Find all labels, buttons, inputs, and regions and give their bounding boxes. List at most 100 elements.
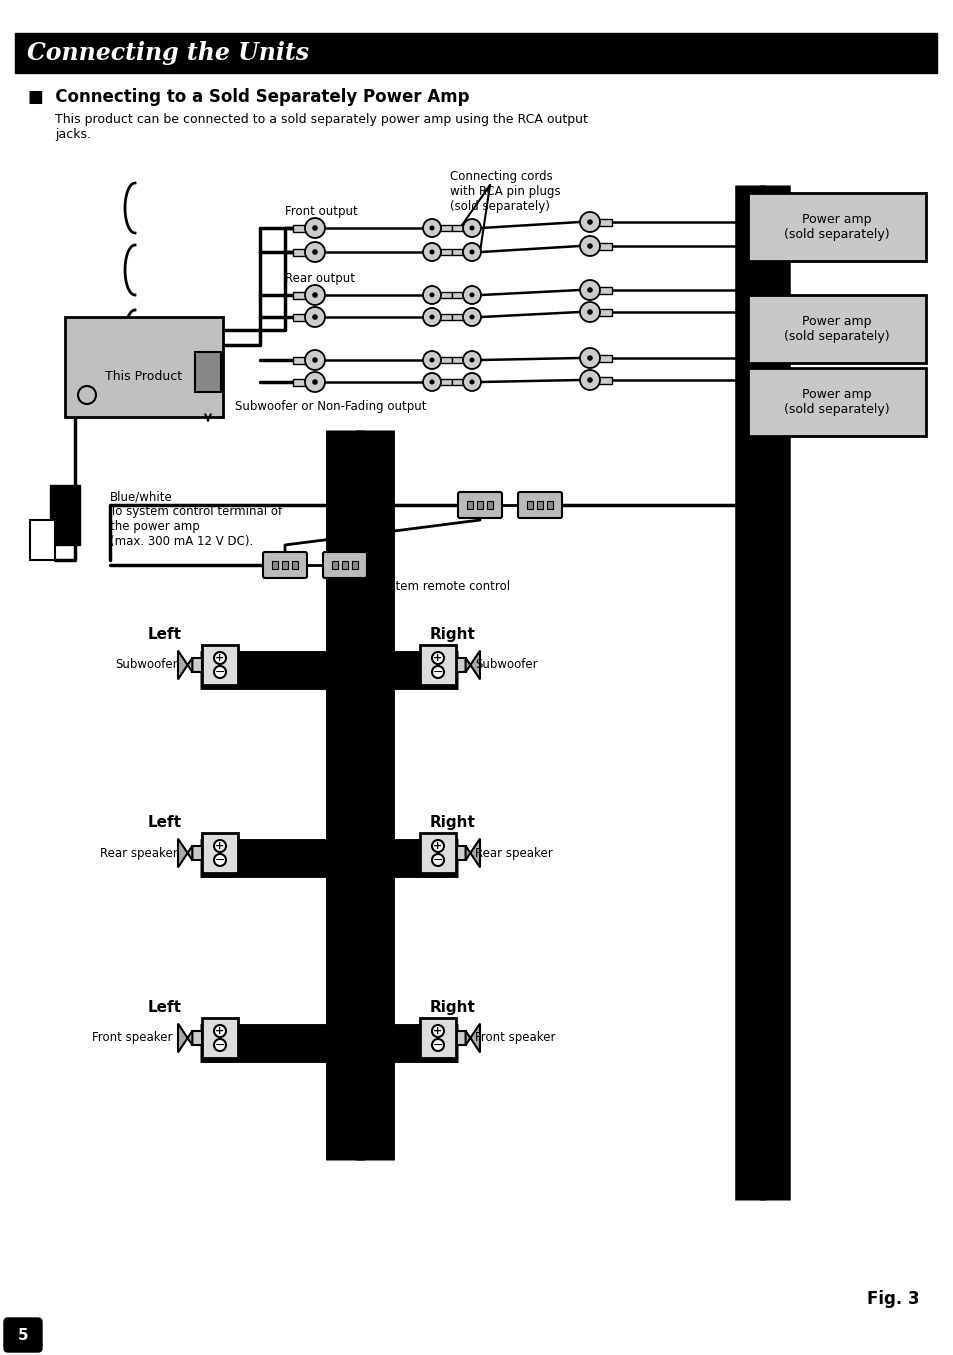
Polygon shape (178, 650, 193, 679)
Text: This product can be connected to a sold separately power amp using the RCA outpu: This product can be connected to a sold … (55, 112, 587, 141)
Circle shape (579, 280, 599, 299)
Polygon shape (465, 650, 479, 679)
Circle shape (429, 293, 434, 298)
FancyBboxPatch shape (323, 551, 367, 579)
Circle shape (305, 243, 325, 262)
Text: Fig. 3: Fig. 3 (866, 1290, 919, 1308)
Text: Power amp
(sold separately): Power amp (sold separately) (783, 213, 889, 241)
Circle shape (213, 1024, 226, 1037)
Circle shape (469, 249, 474, 255)
Bar (537, 501, 542, 509)
Text: Subwoofer: Subwoofer (475, 659, 537, 672)
Bar (597, 377, 612, 383)
Bar (597, 309, 612, 316)
Bar (452, 249, 465, 255)
Bar (437, 249, 452, 255)
Text: −: − (214, 1038, 225, 1051)
Bar (194, 352, 221, 392)
Bar (419, 833, 456, 873)
Bar (437, 314, 452, 320)
Circle shape (429, 225, 434, 230)
Polygon shape (465, 839, 479, 867)
Text: +: + (433, 841, 442, 851)
Text: Right: Right (430, 1000, 476, 1015)
Text: Left: Left (148, 627, 182, 642)
Text: +: + (215, 653, 224, 663)
Text: Blue/white
To system control terminal of
the power amp
(max. 300 mA 12 V DC).: Blue/white To system control terminal of… (110, 491, 282, 547)
Bar (456, 657, 465, 672)
Bar (293, 378, 308, 386)
Circle shape (462, 308, 480, 327)
FancyBboxPatch shape (457, 492, 501, 518)
Bar (476, 501, 482, 509)
Circle shape (213, 667, 226, 678)
Circle shape (579, 370, 599, 390)
Bar (437, 225, 452, 232)
Text: Right: Right (430, 627, 476, 642)
Bar (15, 33, 936, 73)
Text: System remote control: System remote control (375, 580, 510, 593)
Circle shape (213, 854, 226, 866)
Text: Rear speaker: Rear speaker (100, 847, 177, 859)
Circle shape (213, 1039, 226, 1051)
Bar (293, 248, 308, 256)
Circle shape (429, 379, 434, 385)
Text: Left: Left (148, 814, 182, 831)
Bar (332, 561, 337, 569)
Bar (747, 369, 925, 436)
Text: −: − (433, 665, 443, 679)
Bar (341, 561, 348, 569)
Circle shape (579, 236, 599, 256)
Text: +: + (215, 1026, 224, 1037)
Circle shape (305, 373, 325, 392)
Text: Subwoofer or Non-Fading output: Subwoofer or Non-Fading output (234, 400, 426, 413)
Bar (452, 356, 465, 363)
Circle shape (462, 351, 480, 369)
Text: −: − (433, 854, 443, 866)
Circle shape (213, 652, 226, 664)
Text: Left: Left (148, 1000, 182, 1015)
Circle shape (422, 286, 440, 304)
Bar (293, 313, 308, 321)
Bar (437, 356, 452, 363)
Bar (456, 1031, 465, 1045)
Bar (456, 846, 465, 860)
FancyBboxPatch shape (4, 1318, 42, 1352)
Circle shape (462, 243, 480, 262)
Circle shape (587, 220, 592, 225)
Circle shape (305, 218, 325, 238)
Bar (437, 291, 452, 298)
Text: Power amp
(sold separately): Power amp (sold separately) (783, 314, 889, 343)
Bar (452, 379, 465, 385)
Text: Front speaker: Front speaker (475, 1031, 555, 1045)
Bar (272, 561, 277, 569)
FancyBboxPatch shape (517, 492, 561, 518)
Circle shape (422, 220, 440, 237)
Bar (352, 561, 357, 569)
Circle shape (469, 314, 474, 320)
Circle shape (305, 285, 325, 305)
Text: Front speaker: Front speaker (91, 1031, 172, 1045)
Circle shape (312, 358, 317, 363)
Bar (597, 243, 612, 249)
Bar (293, 356, 308, 363)
Text: −: − (214, 854, 225, 866)
Circle shape (422, 308, 440, 327)
Circle shape (432, 1039, 443, 1051)
Bar (452, 314, 465, 320)
Bar (65, 317, 223, 417)
Bar (747, 295, 925, 363)
Circle shape (579, 211, 599, 232)
Text: −: − (433, 1038, 443, 1051)
Polygon shape (465, 1023, 479, 1053)
Circle shape (462, 286, 480, 304)
FancyBboxPatch shape (263, 551, 307, 579)
Circle shape (422, 351, 440, 369)
Bar (419, 645, 456, 686)
Text: +: + (215, 841, 224, 851)
Bar (293, 291, 308, 298)
Polygon shape (178, 1023, 193, 1053)
Bar (30, 520, 55, 560)
Text: 5: 5 (18, 1328, 29, 1343)
Circle shape (312, 379, 317, 385)
